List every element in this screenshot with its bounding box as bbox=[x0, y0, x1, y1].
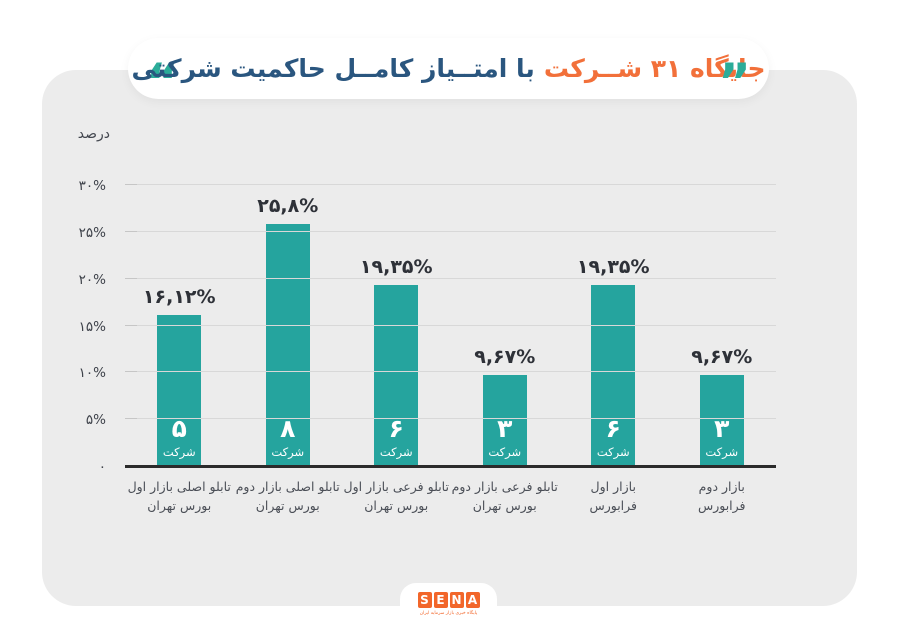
plot-area: ۱۶,۱۲% ۵ شرکت ۲۵,۸% ۸ شرکت ۱۹,۳۵% ۶ شرکت ۹,۶۷% ۳ شر… bbox=[125, 184, 776, 468]
gridline bbox=[125, 324, 776, 326]
bar: ۶ شرکت bbox=[374, 284, 419, 466]
bar: ۳ شرکت bbox=[699, 375, 744, 466]
bar: ۸ شرکت bbox=[265, 224, 310, 466]
sena-letter-box: S bbox=[417, 592, 432, 608]
y-tick-label: ۵% bbox=[85, 412, 106, 429]
category-line1: بازار اول bbox=[590, 479, 636, 494]
bar-count-unit: شرکت bbox=[596, 445, 630, 459]
y-axis-title: درصد bbox=[77, 126, 110, 142]
category-line1: بازار دوم bbox=[698, 479, 745, 494]
y-tick-label: ۲۵% bbox=[78, 224, 106, 241]
sena-letter-box: E bbox=[433, 592, 448, 608]
sena-letter-box: N bbox=[449, 592, 464, 608]
category-line1: تابلو اصلی بازار اول bbox=[127, 479, 231, 494]
bar-count-unit: شرکت bbox=[379, 445, 413, 459]
bar-group: ۹,۶۷% ۳ شرکت bbox=[451, 346, 560, 466]
category-label: تابلو اصلی بازار دوم بورس تهران bbox=[234, 477, 343, 515]
bar-count-unit: شرکت bbox=[271, 445, 305, 459]
y-tick-label: ۰ bbox=[98, 459, 106, 475]
bar-count: ۵ bbox=[171, 414, 187, 443]
title-pill: “ جایگاه ۳۱ شــرکت با امتــیاز کامــل حا… bbox=[128, 38, 769, 107]
y-axis-ticks: ۳۰% ۲۵% ۲۰% ۱۵% ۱۰% ۵% ۰ bbox=[42, 178, 106, 475]
title-highlight: جایگاه ۳۱ شــرکت bbox=[543, 54, 766, 83]
y-tick-label: ۲۰% bbox=[78, 271, 106, 288]
bars-row: ۱۶,۱۲% ۵ شرکت ۲۵,۸% ۸ شرکت ۱۹,۳۵% ۶ شرکت ۹,۶۷% ۳ شر… bbox=[125, 185, 776, 466]
category-label: تابلو فرعی بازار دوم بورس تهران bbox=[451, 477, 560, 515]
bar-count-unit: شرکت bbox=[488, 445, 522, 459]
gridline bbox=[125, 277, 776, 279]
x-axis-labels: تابلو اصلی بازار اول بورس تهران تابلو اصلی… bbox=[125, 477, 776, 515]
bar-value-label: ۱۹,۳۵% bbox=[576, 255, 650, 278]
bar-group: ۱۹,۳۵% ۶ شرکت bbox=[559, 256, 668, 466]
gridline bbox=[125, 184, 776, 185]
gridline bbox=[125, 371, 776, 373]
category-line2: فرابورس bbox=[697, 498, 746, 513]
bar-count-unit: شرکت bbox=[705, 445, 739, 459]
bar: ۵ شرکت bbox=[157, 315, 202, 466]
bar: ۶ شرکت bbox=[591, 284, 636, 466]
chart-area: درصد ۳۰% ۲۵% ۲۰% ۱۵% ۱۰% ۵% ۰ ۱۶,۱۲% ۵ شرکت ۲۵,۸%… bbox=[42, 70, 857, 606]
bar-value-label: ۹,۶۷% bbox=[474, 346, 536, 369]
bar: ۳ شرکت bbox=[482, 375, 527, 466]
bar-count: ۸ bbox=[280, 414, 296, 443]
category-line1: تابلو اصلی بازار دوم bbox=[235, 479, 340, 494]
category-line1: تابلو فرعی بازار دوم bbox=[451, 479, 558, 494]
bar-value-label: ۱۶,۱۲% bbox=[142, 286, 216, 309]
bar-count: ۳ bbox=[497, 414, 513, 443]
y-tick-label: ۱۰% bbox=[78, 365, 106, 382]
bar-count-unit: شرکت bbox=[162, 445, 196, 459]
category-line1: تابلو فرعی بازار اول bbox=[343, 479, 449, 494]
gridline bbox=[125, 230, 776, 232]
sena-tagline: پایگاه خبری بازار سرمایه ایران bbox=[419, 611, 478, 616]
category-line2: بورس تهران bbox=[147, 498, 212, 513]
bar-value-label: ۲۵,۸% bbox=[257, 195, 319, 218]
category-label: بازار دوم فرابورس bbox=[668, 477, 777, 515]
bar-value-label: ۹,۶۷% bbox=[691, 346, 753, 369]
bar-count: ۳ bbox=[714, 414, 730, 443]
category-label: بازار اول فرابورس bbox=[559, 477, 668, 515]
category-line2: فرابورس bbox=[589, 498, 638, 513]
bar-group: ۹,۶۷% ۳ شرکت bbox=[668, 346, 777, 466]
page-title: جایگاه ۳۱ شــرکت با امتــیاز کامــل حاکم… bbox=[132, 38, 766, 99]
bar-group: ۲۵,۸% ۸ شرکت bbox=[234, 195, 343, 466]
y-tick-label: ۱۵% bbox=[78, 318, 106, 335]
category-line2: بورس تهران bbox=[255, 498, 320, 513]
category-label: تابلو اصلی بازار اول بورس تهران bbox=[125, 477, 234, 515]
bar-value-label: ۱۹,۳۵% bbox=[359, 255, 433, 278]
sena-letter-box: A bbox=[465, 592, 480, 608]
category-label: تابلو فرعی بازار اول بورس تهران bbox=[342, 477, 451, 515]
category-line2: بورس تهران bbox=[364, 498, 429, 513]
bar-group: ۱۹,۳۵% ۶ شرکت bbox=[342, 256, 451, 466]
bar-count: ۶ bbox=[388, 414, 404, 443]
bar-group: ۱۶,۱۲% ۵ شرکت bbox=[125, 286, 234, 466]
x-axis-line bbox=[125, 465, 776, 468]
bar-count: ۶ bbox=[605, 414, 621, 443]
category-line2: بورس تهران bbox=[472, 498, 537, 513]
gridline bbox=[125, 418, 776, 420]
title-rest: با امتــیاز کامــل حاکمیت شرکتی bbox=[131, 54, 535, 83]
y-tick-label: ۳۰% bbox=[78, 178, 106, 194]
